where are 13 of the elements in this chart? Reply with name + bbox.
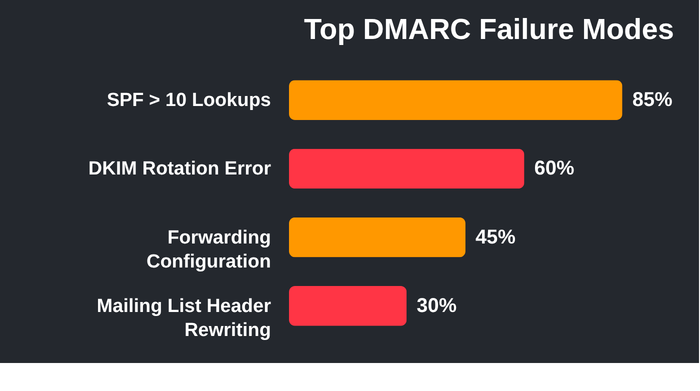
y-tick-label: Forwarding Configuration — [146, 227, 271, 272]
data-label: 60% — [534, 158, 575, 180]
bar — [289, 217, 466, 258]
data-label: 30% — [416, 294, 457, 317]
bar — [289, 286, 407, 326]
chart-title: Top DMARC Failure Modes — [304, 14, 674, 46]
bar — [289, 148, 524, 189]
bar — [289, 80, 622, 120]
y-tick-label: SPF > 10 Lookups — [106, 90, 271, 112]
y-tick-label: DKIM Rotation Error — [88, 158, 272, 180]
data-label: 45% — [475, 226, 516, 248]
data-label: 85% — [632, 89, 673, 112]
y-tick-label: Mailing List Header Rewriting — [96, 296, 272, 341]
